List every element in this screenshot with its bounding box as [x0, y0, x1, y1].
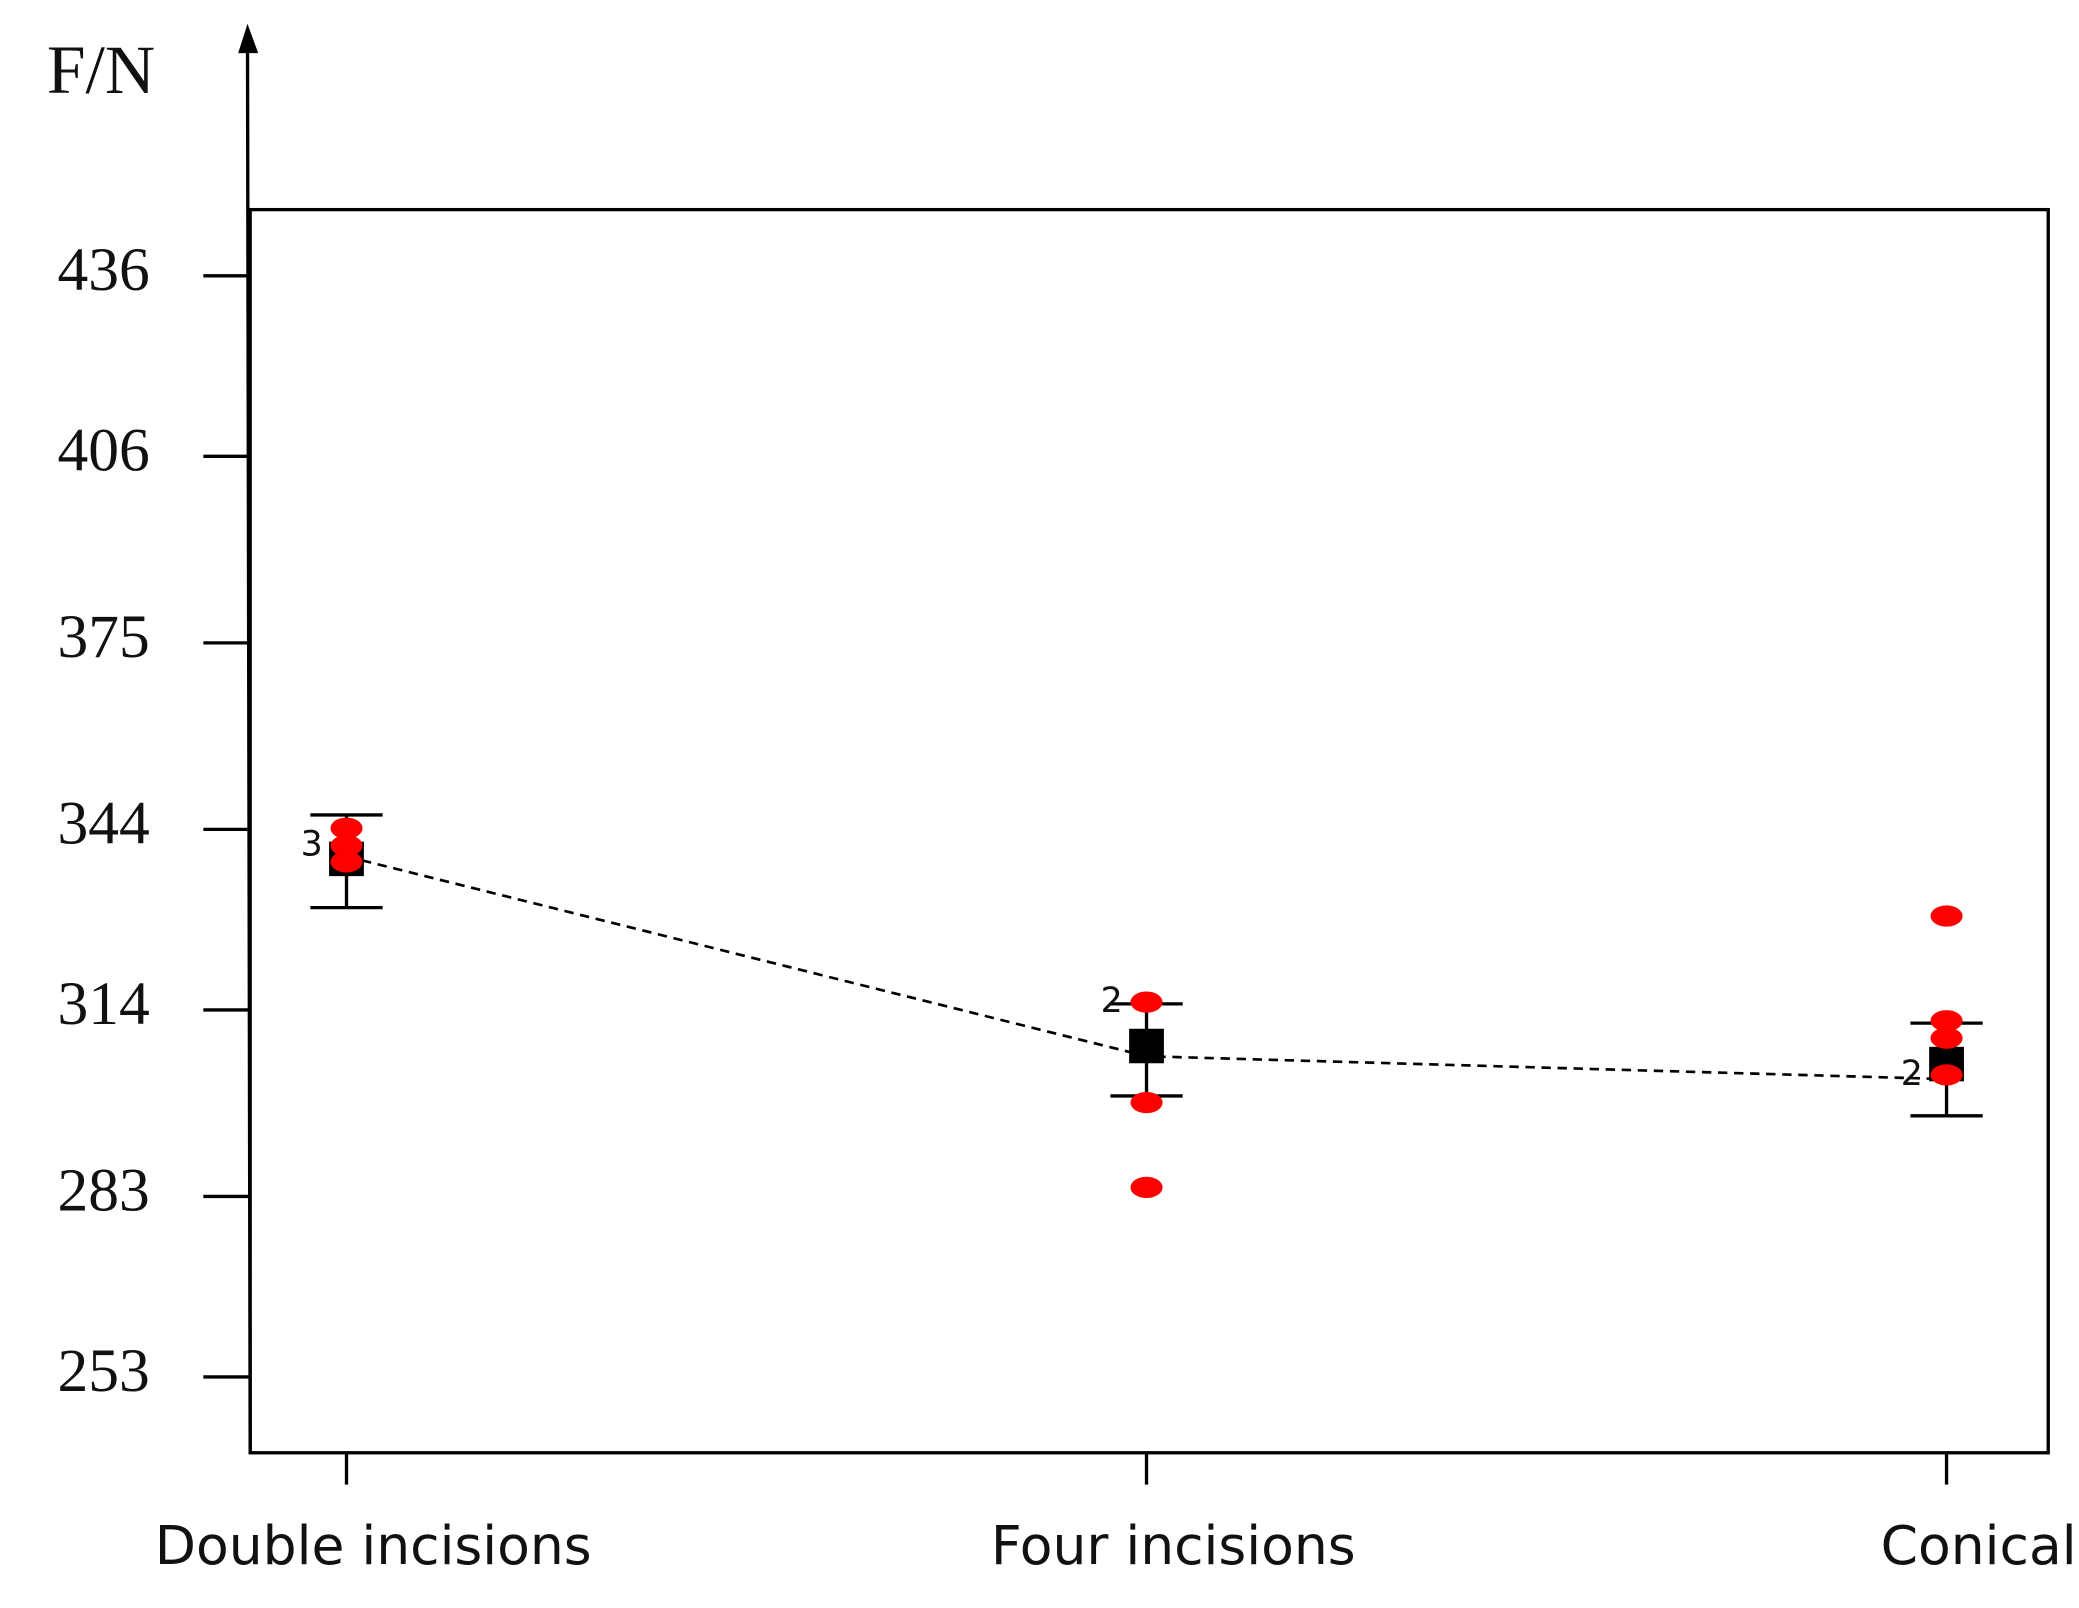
data-point: [1930, 1027, 1963, 1049]
y-tick-label: 406: [58, 417, 150, 485]
y-tick-label: 253: [58, 1337, 150, 1405]
count-label: 3: [301, 825, 323, 865]
data-point: [330, 851, 363, 873]
y-tick-label: 344: [58, 790, 150, 858]
data-point: [1930, 1010, 1963, 1032]
data-point: [1130, 1176, 1163, 1199]
data-point: [1130, 991, 1163, 1013]
data-point: [1930, 1064, 1963, 1086]
x-tick-label: Double incisions: [155, 1515, 592, 1577]
data-point: [330, 835, 363, 857]
plot-frame: [248, 207, 2050, 1455]
y-tick-label: 375: [58, 603, 150, 671]
data-point: [1930, 905, 1963, 927]
mean-marker: [1129, 1028, 1164, 1064]
count-label: 2: [1101, 981, 1123, 1021]
x-tick-label: Conical: [1881, 1515, 2077, 1577]
data-point: [330, 817, 363, 839]
y-tick-label: 436: [58, 236, 150, 304]
y-axis-label: F/N: [47, 31, 155, 108]
y-tick-label: 283: [58, 1157, 150, 1225]
count-label: 2: [1901, 1054, 1923, 1094]
data-point: [1130, 1091, 1163, 1114]
y-axis-arrow: [238, 23, 259, 54]
y-tick-label: 314: [58, 970, 150, 1038]
x-tick-label: Four incisions: [991, 1515, 1356, 1577]
